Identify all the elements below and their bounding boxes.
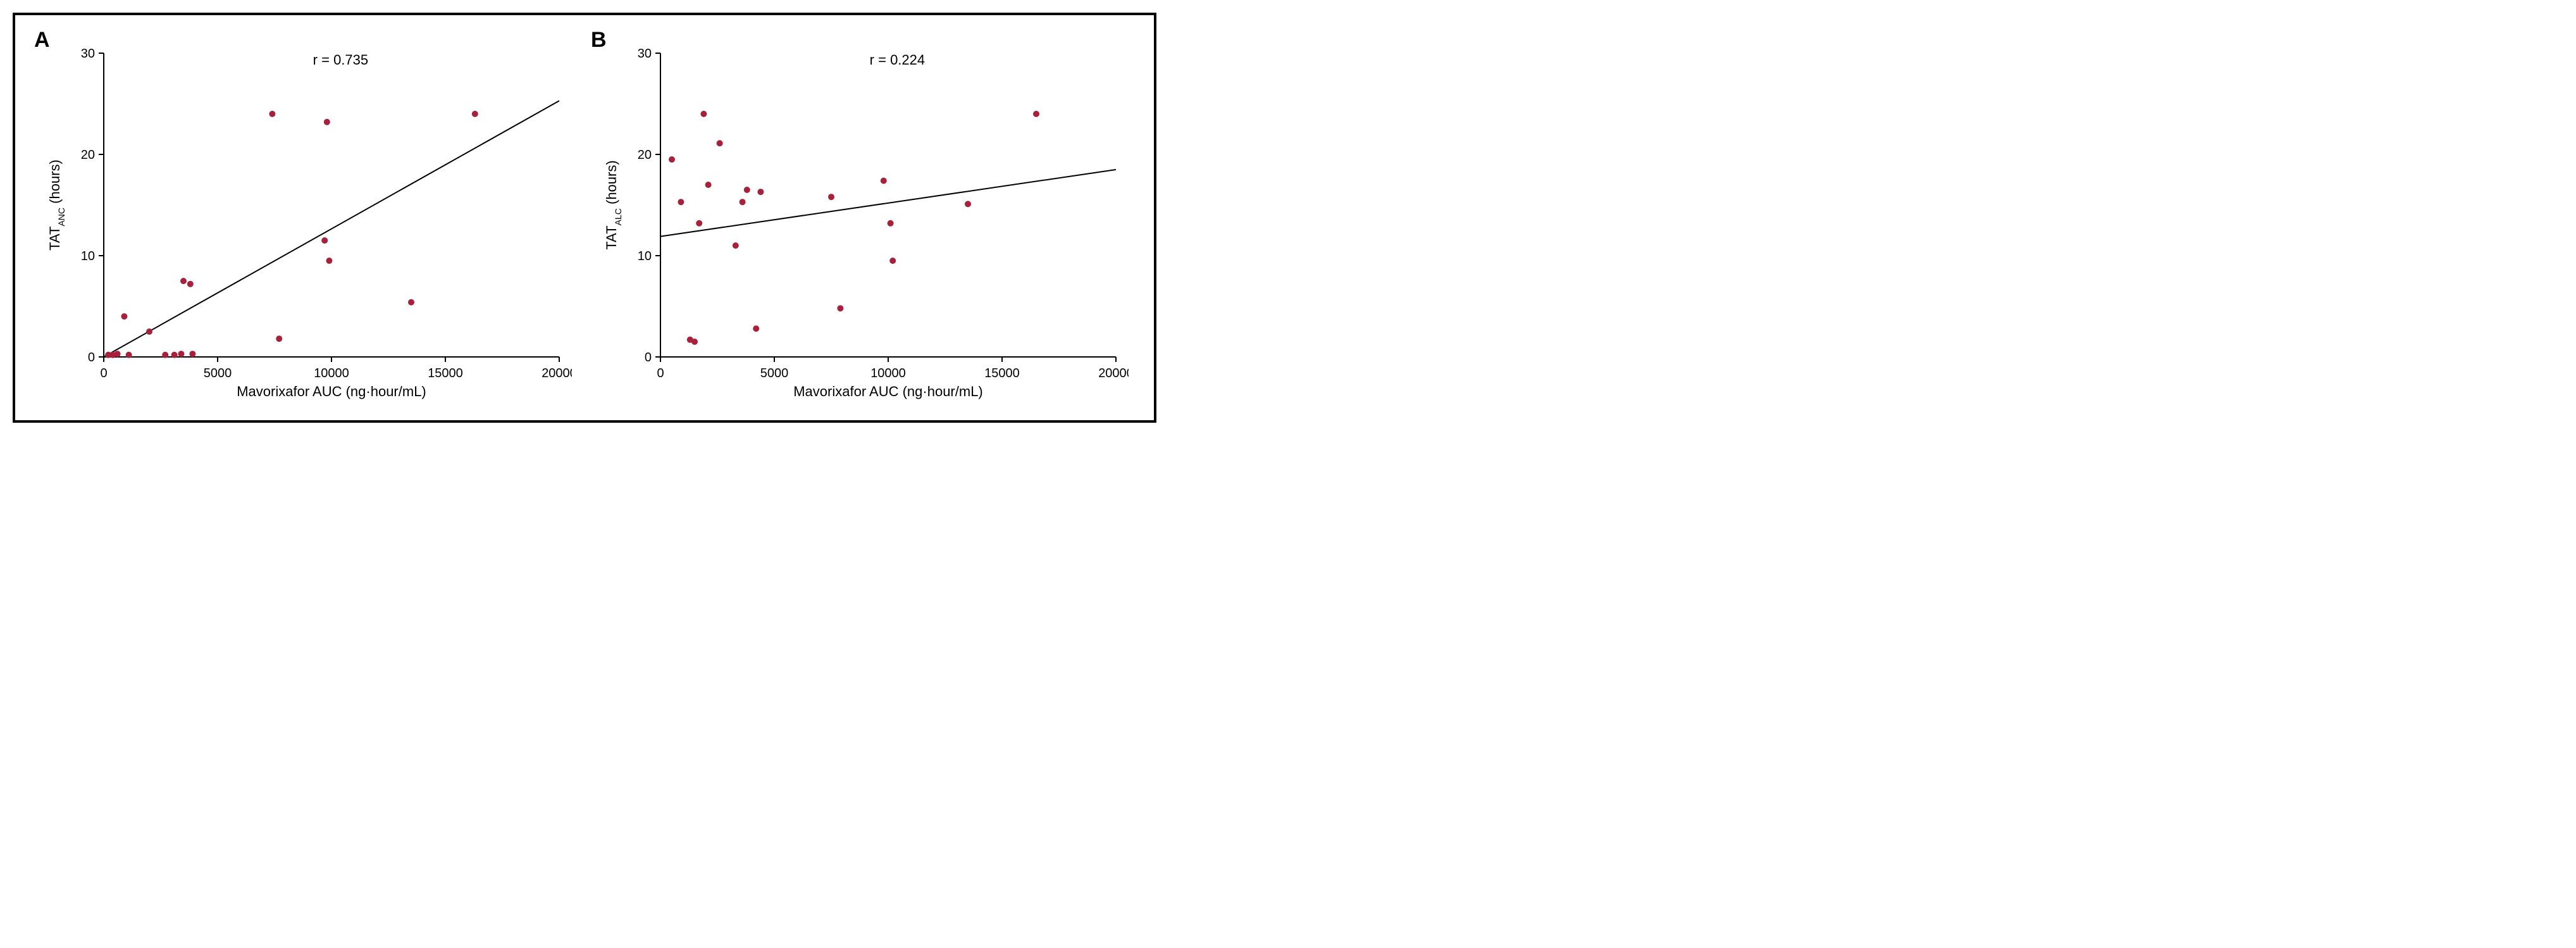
- svg-text:30: 30: [638, 47, 652, 61]
- svg-text:10: 10: [81, 249, 95, 263]
- figure-container: A 0 5000 10000 15000 20000 0 10 20 30 Mavorixafor…: [13, 13, 1156, 423]
- svg-text:0: 0: [88, 351, 95, 365]
- panel-b-svg: 0 5000 10000 15000 20000 0 10 20 30 Mavorixafor A…: [597, 34, 1129, 408]
- svg-text:20000: 20000: [1098, 366, 1129, 380]
- svg-text:5000: 5000: [204, 366, 232, 380]
- svg-text:20000: 20000: [542, 366, 572, 380]
- svg-text:0: 0: [645, 351, 652, 365]
- svg-text:15000: 15000: [984, 366, 1020, 380]
- svg-text:Mavorixafor AUC (ng·hour/mL): Mavorixafor AUC (ng·hour/mL): [237, 384, 426, 399]
- panel-b: B 050001000015000200000102030Mavorixafor…: [597, 34, 1129, 408]
- svg-text:15000: 15000: [428, 366, 463, 380]
- svg-text:20: 20: [81, 148, 95, 162]
- svg-text:10000: 10000: [314, 366, 349, 380]
- svg-text:0: 0: [100, 366, 107, 380]
- svg-text:10: 10: [638, 249, 652, 263]
- svg-text:0: 0: [657, 366, 664, 380]
- svg-text:Mavorixafor AUC (ng·hour/mL): Mavorixafor AUC (ng·hour/mL): [793, 384, 983, 399]
- svg-text:r = 0.735: r = 0.735: [313, 52, 368, 68]
- svg-text:r = 0.224: r = 0.224: [870, 52, 925, 68]
- panel-a-svg: 0 5000 10000 15000 20000 0 10 20 30 Mavorixafor A…: [40, 34, 572, 408]
- svg-text:10000: 10000: [870, 366, 906, 380]
- svg-text:20: 20: [638, 148, 652, 162]
- svg-text:5000: 5000: [760, 366, 789, 380]
- panel-a-label: A: [34, 28, 50, 53]
- svg-text:TATANC (hours): TATANC (hours): [47, 159, 66, 251]
- svg-text:30: 30: [81, 47, 95, 61]
- panel-a: A 050001000015000200000102030Mavorixafor…: [40, 34, 572, 408]
- svg-text:TATALC (hours): TATALC (hours): [604, 160, 623, 249]
- panel-b-label: B: [591, 28, 607, 53]
